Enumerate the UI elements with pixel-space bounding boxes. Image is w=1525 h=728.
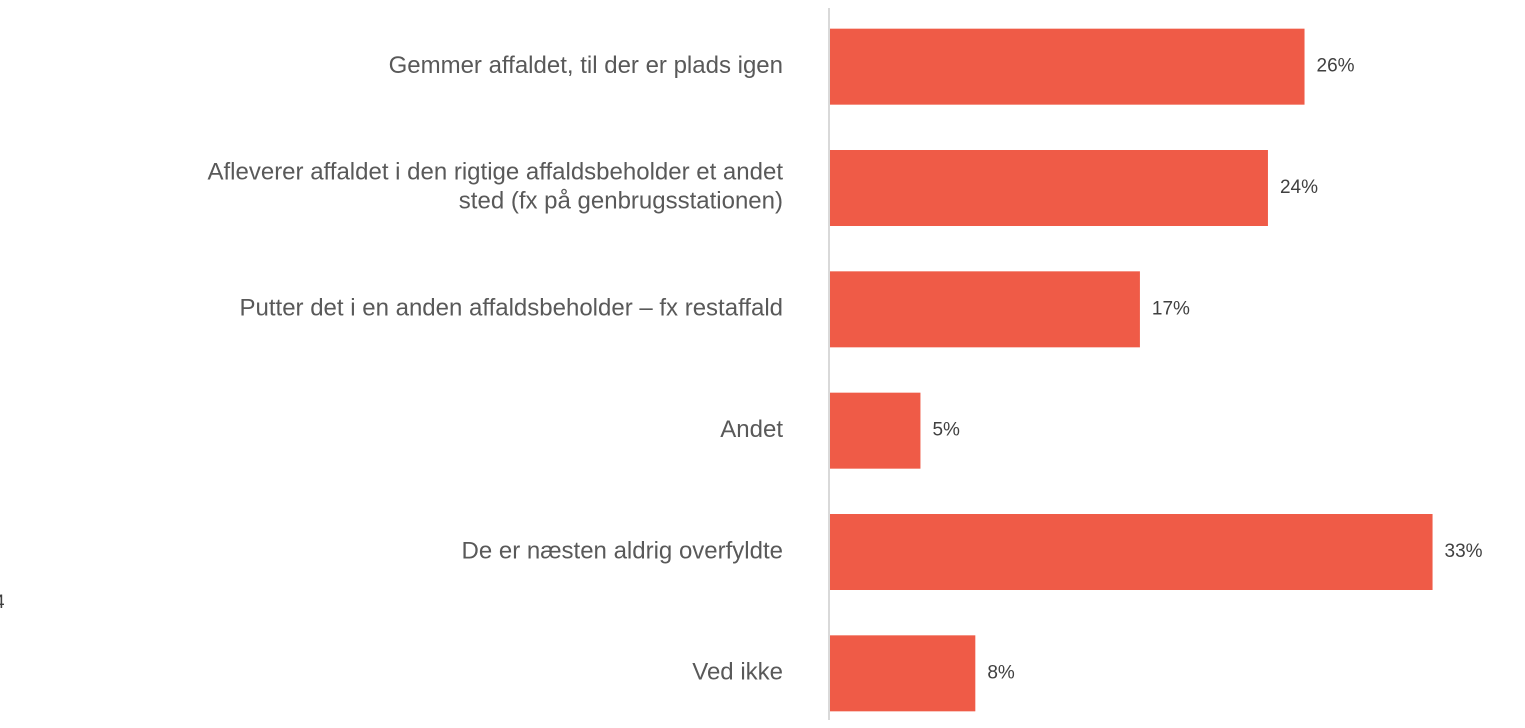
data-label: 5% [932,420,960,441]
data-label: 26% [1317,56,1355,77]
category-label: De er næsten aldrig overfyldte [462,537,784,564]
bar [829,271,1140,348]
data-label: 33% [1445,541,1483,562]
bar [829,392,921,469]
category-label: Afleverer affaldet i den rigtige affalds… [207,159,783,215]
bar [829,514,1433,590]
category-label: Gemmer affaldet, til der er plads igen [389,52,783,79]
data-label: 24% [1280,177,1318,198]
bar [829,150,1268,226]
category-label: Ved ikke [692,659,783,686]
annotation: 4 [0,592,5,613]
bar [829,28,1305,105]
category-label: Andet [720,416,783,443]
data-label: 17% [1152,298,1190,319]
bar [829,635,976,712]
category-label: Putter det i en anden affaldsbeholder – … [240,295,784,322]
data-label: 8% [987,662,1015,683]
